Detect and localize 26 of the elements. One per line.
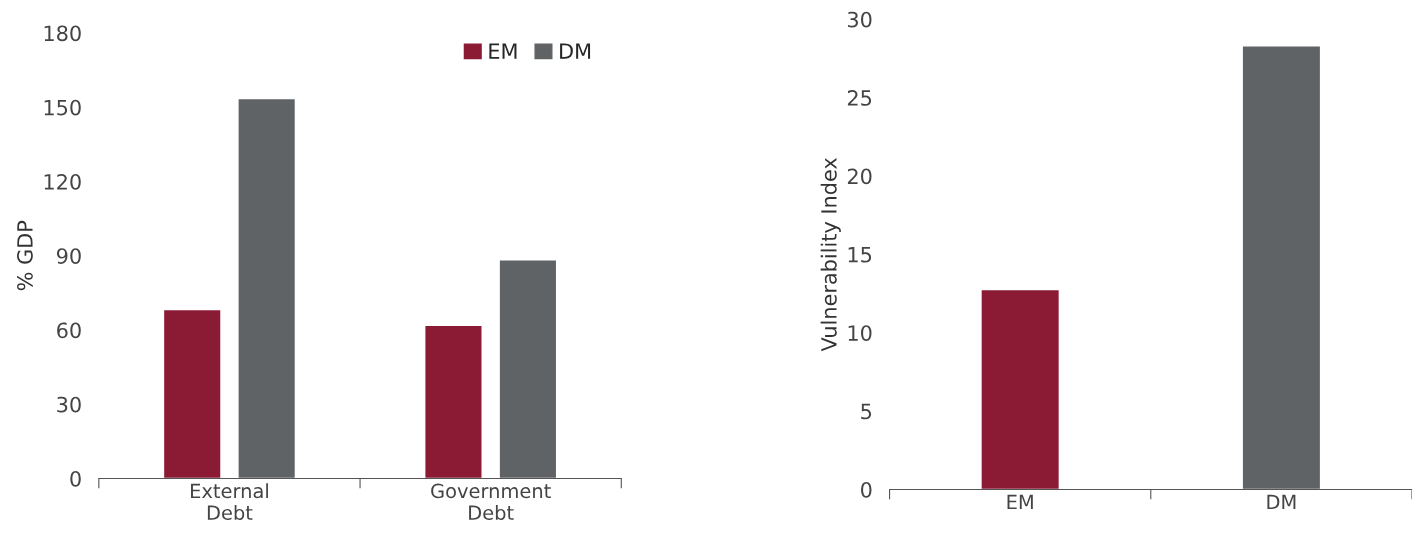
y-tick-label: 20 [847, 168, 872, 185]
y-tick-label: 15 [848, 247, 872, 263]
x-tick-label: External Debt [191, 483, 268, 521]
y-tick-label: 10 [848, 325, 872, 341]
bar [162, 308, 222, 479]
y-tick-label: 0 [861, 481, 872, 498]
bar [498, 259, 558, 479]
y-tick-label: 120 [44, 173, 81, 190]
legend-label: EM [489, 43, 517, 59]
y-axis-title: % GDP [17, 220, 33, 291]
bar [237, 97, 297, 479]
y-tick-label: 5 [861, 403, 872, 420]
y-tick-label: 90 [56, 248, 81, 264]
y-tick-label: 150 [44, 99, 81, 116]
y-tick-label: 30 [847, 11, 872, 28]
x-tick-label: EM [1007, 494, 1033, 509]
y-tick-label: 0 [70, 470, 81, 487]
x-tick-label: DM [1267, 494, 1296, 509]
x-tick-label: Government Debt [431, 483, 551, 521]
y-axis-title: Vulnerability Index [820, 157, 841, 352]
legend-label: DM [560, 43, 591, 59]
y-tick-label: 180 [44, 25, 81, 42]
bar [424, 324, 483, 479]
y-tick-label: 60 [57, 322, 81, 339]
y-tick-label: 25 [847, 90, 872, 106]
y-tick-label: 30 [57, 396, 81, 413]
